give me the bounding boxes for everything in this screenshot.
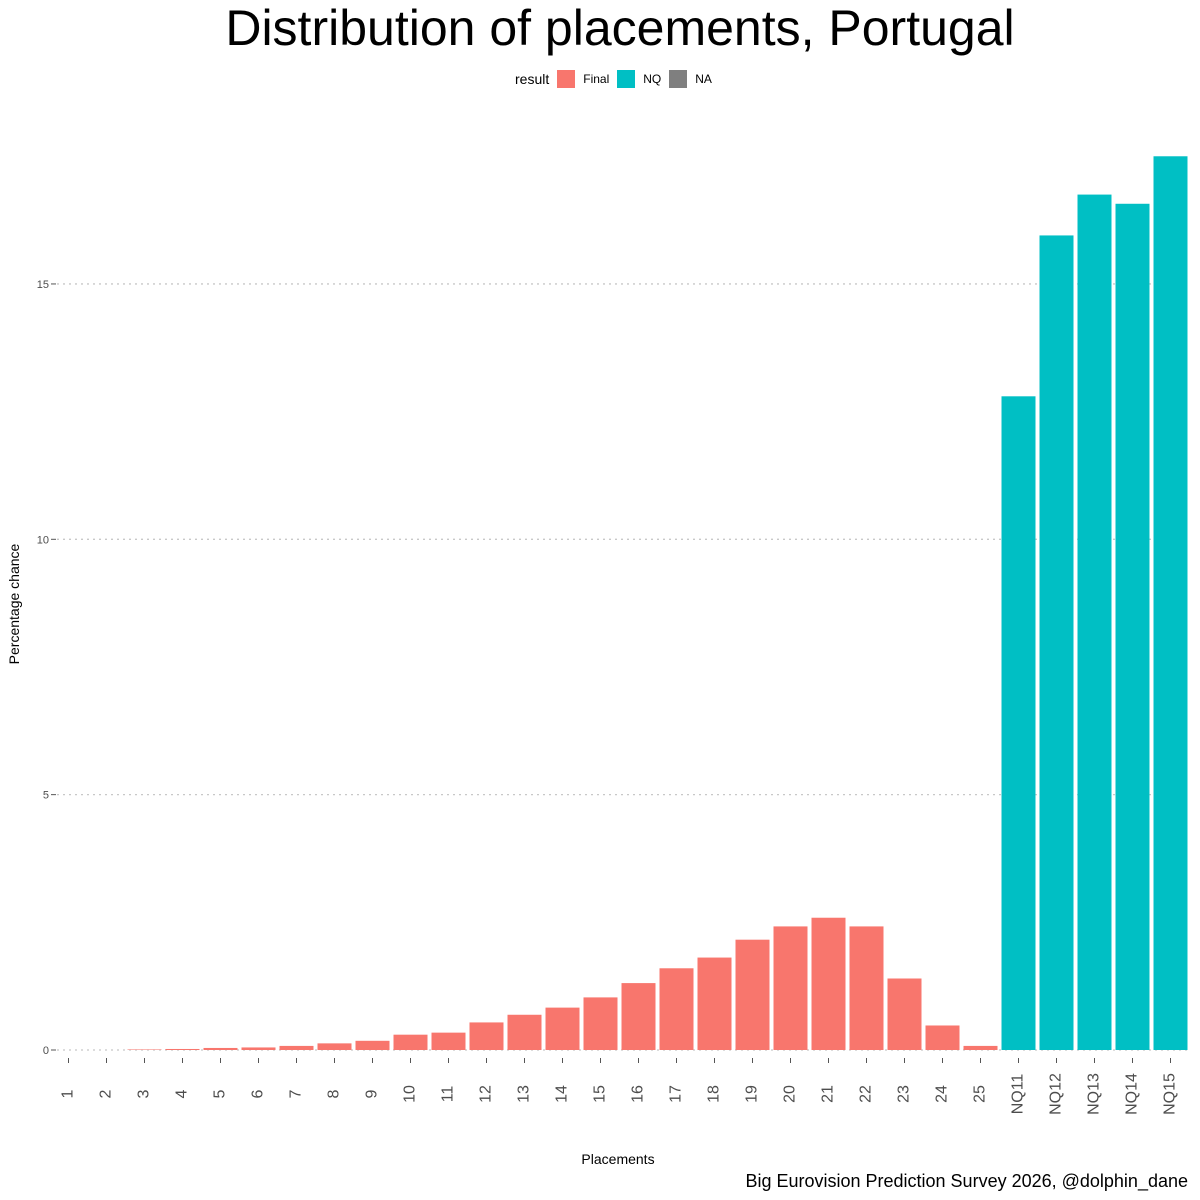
x-tick-label: 14 <box>554 1085 571 1103</box>
y-tick-label: 15 <box>37 279 49 291</box>
x-tick-label: 5 <box>212 1089 229 1098</box>
legend-title: result <box>515 71 550 87</box>
bar <box>355 1040 390 1050</box>
bar <box>735 939 770 1050</box>
bar <box>393 1034 428 1050</box>
legend-swatch-nq <box>617 70 636 88</box>
bar <box>317 1043 352 1050</box>
y-tick-label: 0 <box>43 1045 49 1057</box>
x-tick-label: 6 <box>250 1089 267 1098</box>
x-tick-label: 13 <box>516 1085 533 1103</box>
x-tick-label: 4 <box>174 1089 191 1098</box>
x-tick-label: 23 <box>896 1085 913 1103</box>
x-tick-label: NQ15 <box>1162 1073 1179 1115</box>
bar <box>621 983 656 1050</box>
x-tick-label: 7 <box>288 1089 305 1098</box>
x-tick-label: 22 <box>858 1085 875 1103</box>
legend: result Final NQ NA <box>515 68 720 90</box>
x-tick-label: NQ13 <box>1086 1073 1103 1115</box>
caption: Big Eurovision Prediction Survey 2026, @… <box>745 1171 1188 1191</box>
bar <box>925 1025 960 1050</box>
legend-label-final: Final <box>583 72 610 86</box>
bar <box>165 1048 200 1050</box>
bar <box>583 997 618 1050</box>
bar <box>1115 203 1150 1051</box>
x-tick-label: 1 <box>60 1089 77 1098</box>
x-tick-label: 19 <box>744 1085 761 1103</box>
y-tick-label: 10 <box>37 534 49 546</box>
bar <box>203 1047 238 1050</box>
bar <box>773 926 808 1050</box>
bar <box>241 1047 276 1050</box>
x-tick-label: 10 <box>402 1085 419 1103</box>
x-axis-label: Placements <box>581 1151 655 1167</box>
x-tick-label: NQ11 <box>1010 1074 1027 1115</box>
chart-title: Distribution of placements, Portugal <box>225 0 1015 56</box>
bar <box>697 957 732 1050</box>
x-tick-label: 15 <box>592 1085 609 1103</box>
x-tick-label: 16 <box>630 1085 647 1103</box>
bar <box>545 1007 580 1050</box>
bar <box>659 968 694 1050</box>
x-tick-label: 20 <box>782 1085 799 1103</box>
x-tick-label: 21 <box>820 1085 837 1103</box>
legend-swatch-na <box>669 70 688 88</box>
bar <box>1039 235 1074 1051</box>
x-tick-label: 18 <box>706 1085 723 1103</box>
x-tick-label: 17 <box>668 1085 685 1103</box>
legend-item-na: NA <box>669 70 712 88</box>
bar <box>127 1049 162 1050</box>
bar <box>963 1045 998 1050</box>
x-tick-label: 25 <box>972 1085 989 1103</box>
y-tick-label: 5 <box>43 790 49 802</box>
bar <box>849 926 884 1050</box>
bar <box>1153 156 1188 1050</box>
y-axis-label: Percentage chance <box>6 543 22 665</box>
bar <box>507 1014 542 1050</box>
bar <box>1077 194 1112 1050</box>
x-tick-label: 24 <box>934 1085 951 1103</box>
x-tick-label: 11 <box>440 1086 457 1103</box>
x-tick-label: 8 <box>326 1089 343 1098</box>
legend-swatch-final <box>557 70 576 88</box>
x-tick-label: NQ14 <box>1124 1073 1141 1115</box>
legend-item-final: Final <box>557 70 609 88</box>
legend-label-na: NA <box>695 72 712 86</box>
legend-label-nq: NQ <box>643 72 662 86</box>
x-tick-label: 3 <box>136 1089 153 1098</box>
bar <box>887 978 922 1050</box>
x-tick-label: 2 <box>98 1089 115 1098</box>
x-tick-label: NQ12 <box>1048 1073 1065 1115</box>
bar <box>469 1022 504 1050</box>
bar <box>279 1045 314 1050</box>
x-tick-label: 9 <box>364 1089 381 1098</box>
bar <box>1001 396 1036 1051</box>
legend-item-nq: NQ <box>617 70 661 88</box>
x-tick-label: 12 <box>478 1085 495 1103</box>
bar <box>811 917 846 1050</box>
bar <box>431 1032 466 1050</box>
